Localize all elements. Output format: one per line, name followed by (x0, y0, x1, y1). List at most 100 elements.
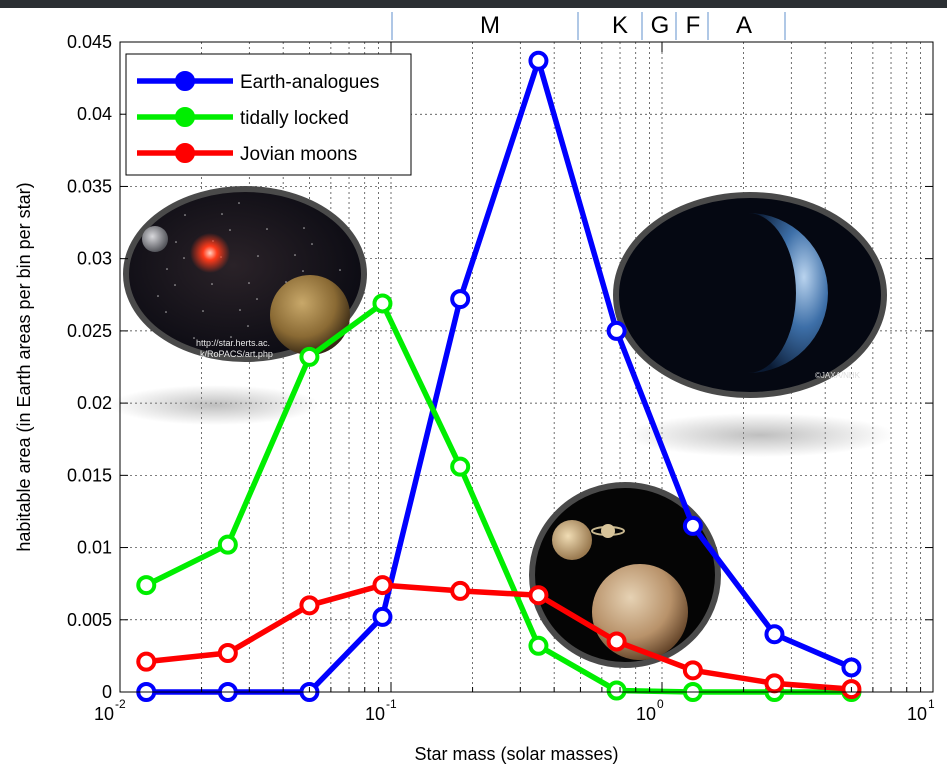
legend-entry: tidally locked (240, 108, 349, 129)
data-point (606, 680, 627, 701)
star-dot (294, 254, 296, 256)
legend: Earth-analogues tidally locked Jovian moon… (125, 53, 412, 176)
y-tick-label: 0 (102, 682, 112, 702)
moon-body (142, 226, 168, 252)
star-dot (165, 311, 167, 313)
star-dot (193, 337, 195, 339)
spectral-class-label: M (480, 12, 500, 39)
y-tick-label: 0.02 (77, 393, 112, 413)
star-dot (202, 310, 204, 312)
data-point (764, 673, 785, 694)
star-dot (303, 227, 305, 229)
star-dot (285, 281, 287, 283)
x-tick-exponent: 1 (928, 697, 935, 711)
x-tick-label: 10 (94, 704, 114, 724)
data-point (606, 631, 627, 652)
y-tick-label: 0.015 (67, 465, 112, 485)
data-point (682, 660, 703, 681)
star-dot (311, 243, 313, 245)
data-point (299, 595, 320, 616)
spectral-class-label: F (686, 12, 701, 39)
data-point (372, 293, 393, 314)
legend-entry: Earth-analogues (240, 72, 379, 93)
y-tick-label: 0.045 (67, 32, 112, 52)
x-tick-label: 10 (365, 704, 385, 724)
star-dot (266, 228, 268, 230)
plot-frame (119, 41, 934, 693)
image-shadow (110, 385, 320, 425)
star-dot (239, 309, 241, 311)
spectral-class-label: A (736, 12, 752, 39)
earth-image: ©JAXA/NHK (613, 192, 887, 398)
star-dot (166, 268, 168, 270)
data-point (136, 575, 157, 596)
red-dwarf-star (190, 233, 230, 273)
star-dot (221, 213, 223, 215)
star-dot (183, 257, 185, 259)
star-dot (238, 202, 240, 204)
star-dot (248, 282, 250, 284)
data-point (217, 534, 238, 555)
data-point (136, 651, 157, 672)
image-shadow (625, 413, 895, 457)
legend-swatch-marker (175, 107, 195, 127)
star-dot (247, 325, 249, 327)
star-dot (229, 229, 231, 231)
star-dot (157, 295, 159, 297)
y-tick-label: 0.01 (77, 538, 112, 558)
y-tick-label: 0.025 (67, 321, 112, 341)
data-point (606, 320, 627, 341)
top-band (0, 0, 947, 8)
legend-swatch-marker (175, 71, 195, 91)
star-dot (184, 214, 186, 216)
data-point (372, 575, 393, 596)
data-point (217, 643, 238, 663)
image-credit: http://star.herts.ac. (196, 338, 270, 348)
spectral-class-label: K (612, 12, 628, 39)
data-point (528, 585, 549, 606)
star-dot (302, 270, 304, 272)
star-system-image: http://star.herts.ac.k/RoPACS/art.php (123, 186, 367, 362)
x-tick-label: 10 (636, 704, 656, 724)
x-tick-exponent: 0 (657, 697, 664, 711)
x-tick-exponent: -1 (386, 697, 397, 711)
star-dot (256, 298, 258, 300)
legend-swatch-marker (175, 143, 195, 163)
data-point (450, 456, 471, 477)
star-dot (339, 269, 341, 271)
series-jovian-moons (136, 575, 862, 700)
y-tick-label: 0.005 (67, 610, 112, 630)
y-tick-label: 0.03 (77, 249, 112, 269)
saturn-body (601, 524, 615, 538)
data-point (528, 635, 549, 656)
star-dot (230, 336, 232, 338)
x-tick-label: 10 (907, 704, 927, 724)
earth-crescent (748, 213, 828, 373)
data-point (841, 657, 862, 678)
legend-entry: Jovian moons (240, 144, 357, 165)
y-tick-label: 0.04 (77, 104, 112, 124)
data-point (299, 346, 320, 367)
europa-body (592, 564, 688, 660)
earth-frame (613, 192, 887, 398)
data-point (764, 624, 785, 645)
x-tick-exponent: -2 (115, 697, 126, 711)
data-point (682, 515, 703, 536)
jupiter-body (552, 520, 592, 560)
y-tick-label: 0.035 (67, 176, 112, 196)
star-dot (211, 283, 213, 285)
y-axis-title: habitable area (in Earth areas per bin p… (14, 182, 34, 551)
x-axis-title: Star mass (solar masses) (414, 744, 618, 764)
data-point (372, 606, 393, 627)
image-credit: k/RoPACS/art.php (200, 349, 273, 359)
star-dot (257, 255, 259, 257)
data-point (528, 50, 549, 71)
data-point (450, 580, 471, 601)
data-point (450, 289, 471, 310)
spectral-class-label: G (651, 12, 670, 39)
series-line (145, 582, 852, 692)
star-dot (174, 284, 176, 286)
star-dot (175, 241, 177, 243)
planet-body (270, 275, 350, 355)
